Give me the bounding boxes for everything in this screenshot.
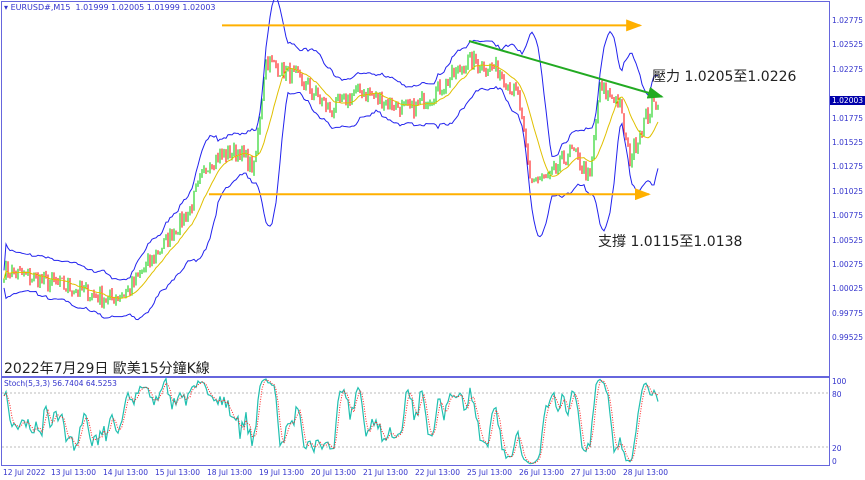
time-tick: 21 Jul 13:00 (363, 468, 408, 477)
time-tick: 28 Jul 13:00 (623, 468, 668, 477)
price-tick: 0.99775 (832, 308, 864, 318)
symbol-header: ▾ EURUSD#,M15 1.01999 1.02005 1.01999 1.… (4, 3, 216, 12)
time-tick: 13 Jul 13:00 (51, 468, 96, 477)
resistance-annotation: 壓力 1.0205至1.0226 (652, 69, 797, 85)
stoch-pane-frame (1, 377, 830, 466)
time-tick: 14 Jul 13:00 (103, 468, 148, 477)
ohlc-values: 1.01999 1.02005 1.01999 1.02003 (75, 3, 216, 12)
price-tick: 1.02525 (832, 40, 864, 50)
main-pane-frame (1, 1, 830, 377)
time-tick: 18 Jul 13:00 (207, 468, 252, 477)
current-price-label: 1.02003 (830, 96, 865, 105)
stochastic-label: Stoch(5,3,3) 56.7404 64.5253 (4, 379, 117, 388)
time-tick: 20 Jul 13:00 (311, 468, 356, 477)
time-tick: 27 Jul 13:00 (571, 468, 616, 477)
chart-title: 2022年7月29日 歐美15分鐘K線 (4, 361, 210, 377)
price-tick: 0.99525 (832, 333, 864, 343)
time-tick: 15 Jul 13:00 (155, 468, 200, 477)
time-tick: 19 Jul 13:00 (259, 468, 304, 477)
trend-line[interactable] (468, 40, 664, 99)
time-tick: 25 Jul 13:00 (467, 468, 512, 477)
price-tick: 1.01775 (832, 113, 864, 123)
support-annotation: 支撐 1.0115至1.0138 (598, 234, 743, 250)
stoch-level-0: 0 (832, 457, 837, 466)
price-tick: 1.01525 (832, 138, 864, 147)
price-tick: 1.00025 (832, 284, 864, 294)
price-tick: 1.02775 (832, 16, 864, 25)
stoch-main-line (3, 376, 659, 465)
time-tick: 22 Jul 13:00 (415, 468, 460, 477)
price-tick: 1.00275 (832, 260, 864, 269)
stoch-level-80: 80 (832, 390, 842, 399)
price-tick: 1.02275 (832, 64, 864, 74)
price-tick: 1.01025 (832, 186, 864, 196)
price-tick: 1.01275 (832, 162, 864, 172)
stoch-level-100: 100 (832, 377, 847, 386)
price-tick: 1.00775 (832, 211, 864, 221)
stoch-level-20: 20 (832, 444, 842, 453)
symbol-label: EURUSD#,M15 (10, 3, 71, 12)
time-tick: 26 Jul 13:00 (519, 468, 564, 477)
dropdown-icon[interactable]: ▾ (4, 3, 9, 12)
lower-band-line (3, 85, 659, 321)
upper-band-line (3, 0, 659, 281)
moving-average-line (3, 64, 659, 299)
time-tick: 12 Jul 2022 (3, 468, 46, 477)
price-tick: 1.00525 (832, 235, 864, 245)
